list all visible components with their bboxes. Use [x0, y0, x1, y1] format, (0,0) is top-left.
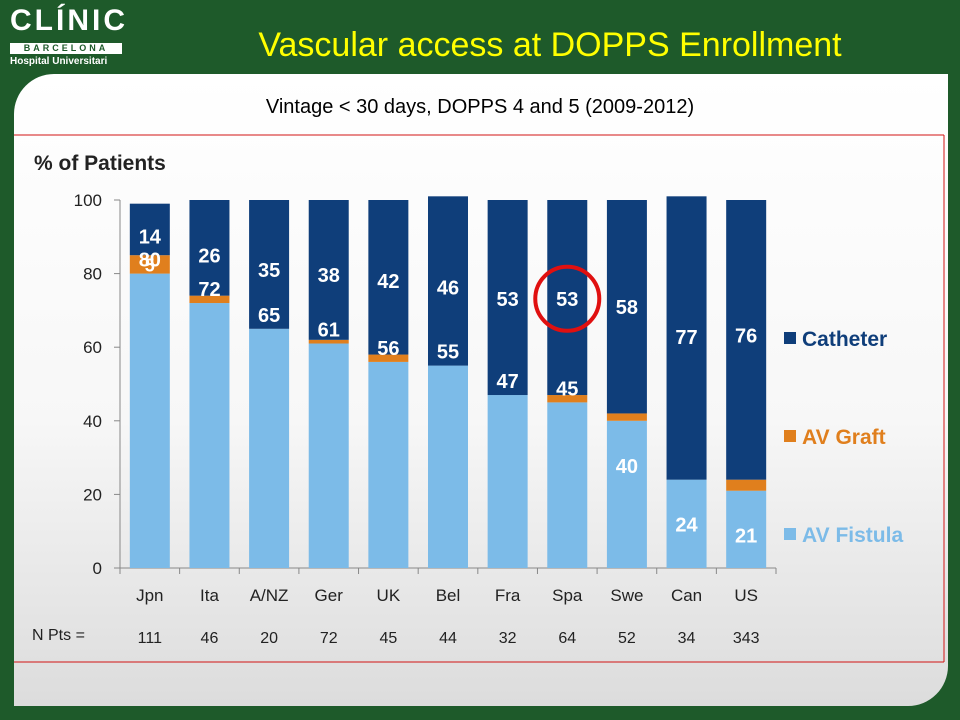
data-label-av-fistula: 80	[139, 250, 161, 272]
legend-swatch-av-fistula	[784, 528, 796, 540]
data-label-catheter: 76	[735, 326, 757, 348]
bar-segment-av-graft	[368, 354, 409, 362]
data-label-catheter: 46	[437, 278, 459, 300]
bar-segment-av-graft	[129, 255, 170, 274]
npts-label: N Pts =	[32, 627, 85, 644]
y-tick-label: 20	[83, 485, 102, 504]
npts-value: 343	[733, 630, 760, 647]
legend-label-av-graft: AV Graft	[802, 426, 886, 449]
hospital-logo: CLÍNIC BARCELONA Hospital Universitari	[8, 4, 128, 67]
bar-segment-av-fistula	[726, 490, 767, 568]
npts-value: 46	[201, 630, 219, 647]
npts-value: 64	[558, 630, 576, 647]
y-tick-label: 60	[83, 338, 102, 357]
bar-segment-av-fistula	[487, 395, 528, 568]
x-tick-label: Ita	[200, 586, 219, 605]
bar-segment-av-fistula	[189, 303, 230, 568]
npts-value: 111	[138, 630, 162, 647]
y-tick-label: 80	[83, 265, 102, 284]
bar-segment-av-fistula	[249, 328, 290, 568]
bar-segment-av-fistula	[666, 479, 707, 568]
data-label-av-fistula: 55	[437, 342, 459, 364]
bar-segment-catheter	[129, 203, 170, 256]
bar-segment-catheter	[547, 200, 588, 396]
bar-segment-av-fistula	[368, 361, 409, 568]
bar-segment-av-fistula	[308, 343, 349, 568]
data-label-catheter: 77	[675, 327, 697, 349]
data-label-av-fistula: 56	[377, 338, 399, 360]
bar-segment-av-fistula	[606, 420, 647, 568]
highlight-circle	[533, 264, 602, 333]
x-tick-label: Jpn	[136, 586, 163, 605]
chart-title: Vintage < 30 days, DOPPS 4 and 5 (2009-2…	[265, 96, 695, 118]
bar-segment-catheter	[249, 200, 290, 329]
bar-segment-av-graft	[726, 479, 767, 491]
bar-segment-catheter	[487, 200, 528, 396]
y-tick-label: 100	[74, 191, 102, 210]
data-label-catheter: 35	[258, 260, 280, 282]
bar-segment-catheter	[189, 200, 230, 296]
bar-segment-catheter	[726, 200, 767, 480]
npts-value: 72	[320, 630, 338, 647]
data-label-av-fistula: 24	[675, 515, 698, 537]
legend-swatch-catheter	[784, 332, 796, 344]
bar-segment-catheter	[428, 196, 468, 366]
data-label-av-fistula: 21	[735, 526, 757, 548]
bar-segment-catheter	[368, 200, 409, 355]
data-label-av-fistula: 65	[258, 305, 280, 327]
data-label-catheter: 53	[556, 289, 578, 311]
x-tick-label: Spa	[552, 586, 583, 605]
data-label-catheter: 26	[198, 246, 220, 268]
x-tick-label: Bel	[436, 586, 461, 605]
slide-title: Vascular access at DOPPS Enrollment	[258, 26, 842, 64]
legend-label-av-fistula: AV Fistula	[802, 524, 903, 547]
data-label-av-graft: 5	[145, 255, 155, 275]
data-label-catheter: 53	[497, 289, 519, 311]
x-tick-label: A/NZ	[250, 586, 289, 605]
bar-segment-av-fistula	[547, 402, 588, 568]
bar-segment-av-graft	[308, 339, 349, 344]
logo-hospital-text: Hospital Universitari	[10, 56, 108, 67]
x-tick-label: Fra	[495, 586, 521, 605]
x-tick-label: UK	[377, 586, 401, 605]
data-label-av-fistula: 47	[497, 371, 519, 393]
npts-value: 45	[379, 630, 397, 647]
bar-segment-catheter	[606, 200, 647, 414]
data-label-catheter: 38	[318, 265, 340, 287]
bar-segment-av-graft	[606, 413, 647, 421]
legend-label-catheter: Catheter	[802, 328, 887, 351]
bar-segment-av-fistula	[428, 365, 468, 568]
bar-segment-av-graft	[547, 395, 588, 403]
x-tick-label: Ger	[315, 586, 344, 605]
x-tick-label: Can	[671, 586, 702, 605]
logo-clinic-text: CLÍNIC	[10, 4, 128, 37]
x-tick-label: Swe	[610, 586, 643, 605]
npts-value: 32	[499, 630, 517, 647]
logo-barcelona-text: BARCELONA	[10, 43, 122, 54]
bar-segment-av-fistula	[129, 273, 170, 568]
npts-value: 34	[678, 630, 696, 647]
y-tick-label: 0	[93, 559, 102, 578]
data-label-av-fistula: 45	[556, 378, 578, 400]
data-label-av-fistula: 61	[318, 320, 340, 342]
npts-value: 52	[618, 630, 636, 647]
bar-segment-catheter	[308, 200, 349, 340]
legend-swatch-av-graft	[784, 430, 796, 442]
data-label-catheter: 14	[139, 226, 162, 248]
data-label-catheter: 42	[377, 271, 399, 293]
x-tick-label: US	[734, 586, 758, 605]
npts-value: 20	[260, 630, 278, 647]
npts-value: 44	[439, 630, 457, 647]
bar-segment-catheter	[666, 196, 707, 480]
y-axis-label: % of Patients	[34, 152, 166, 175]
y-tick-label: 40	[83, 412, 102, 431]
data-label-av-fistula: 40	[616, 456, 638, 478]
data-label-catheter: 58	[616, 297, 638, 319]
data-label-av-fistula: 72	[198, 279, 220, 301]
bar-segment-av-graft	[189, 295, 230, 304]
